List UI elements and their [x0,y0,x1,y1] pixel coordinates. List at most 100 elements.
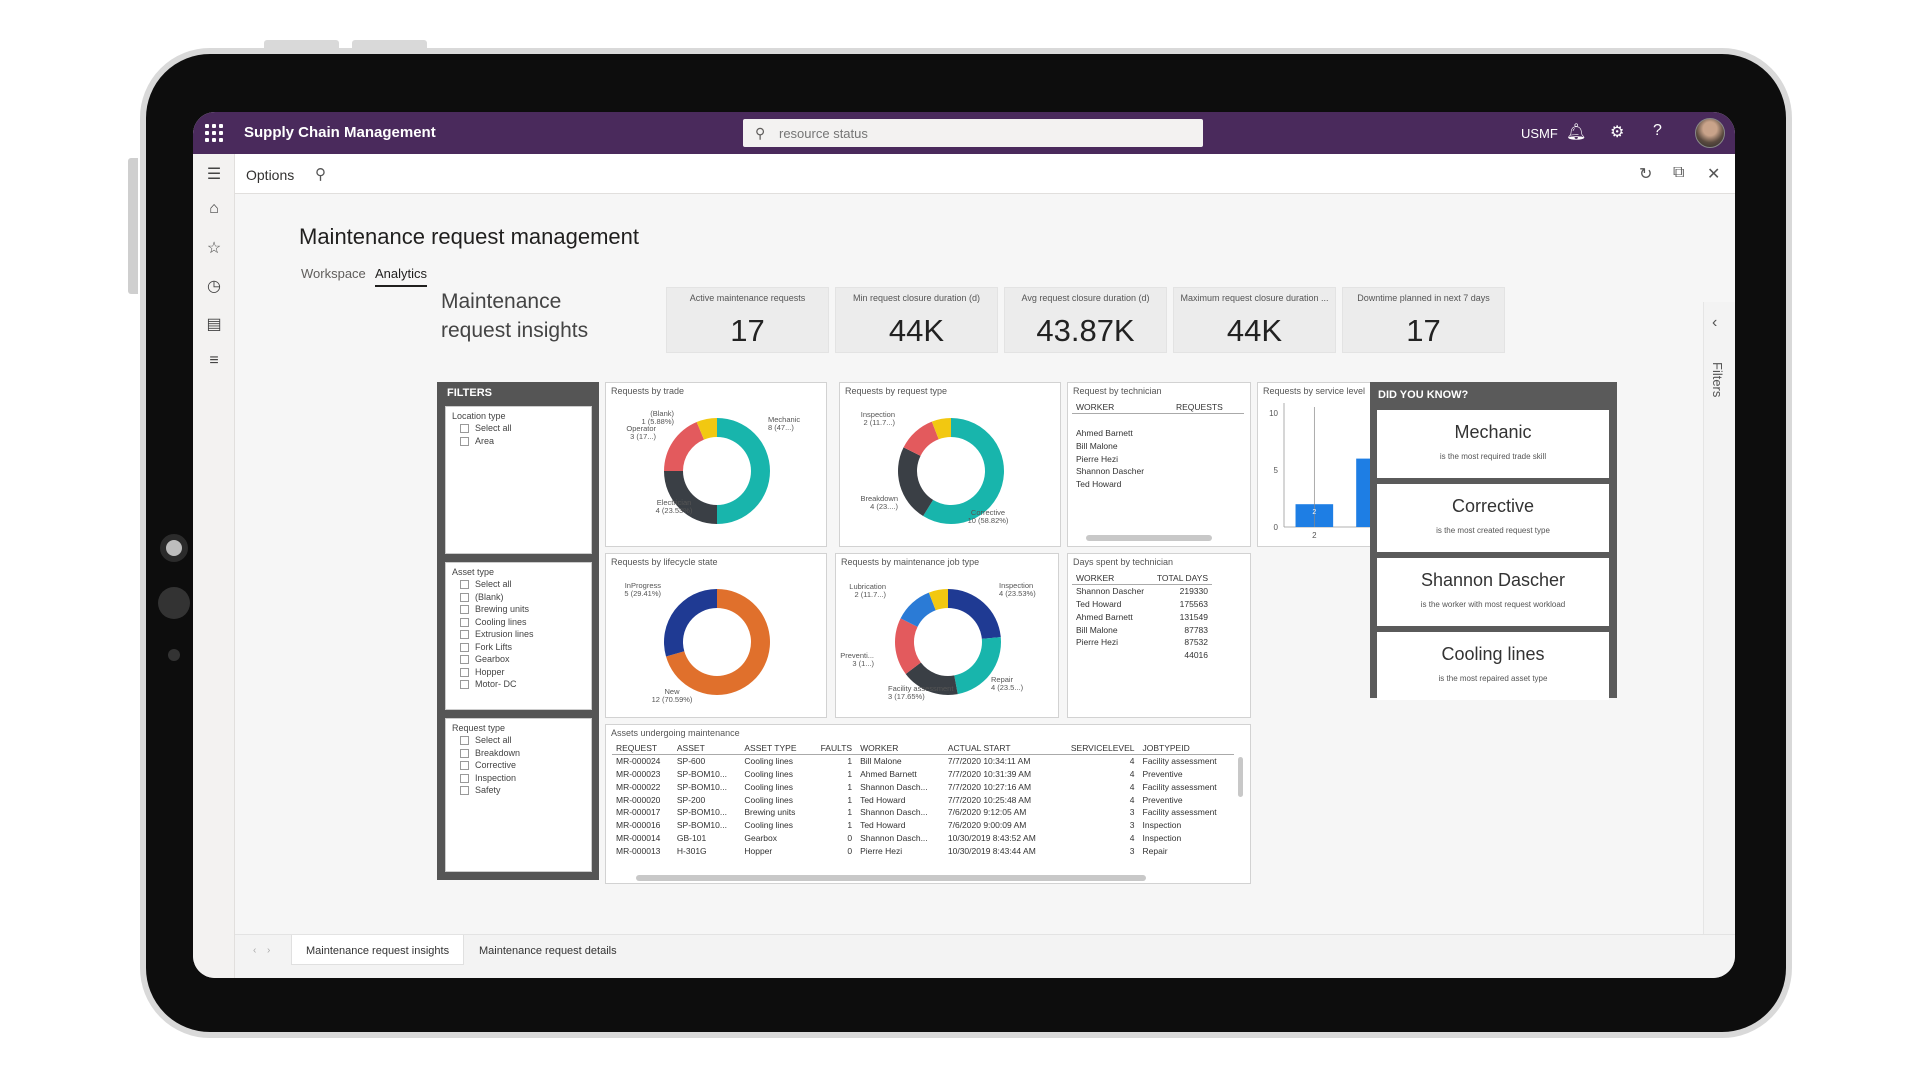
checkbox[interactable] [460,773,469,783]
checkbox[interactable] [460,580,469,589]
donut-slice-electrician[interactable] [664,471,717,524]
slicer-option[interactable]: Select all [460,579,591,590]
donut-slice-mechanic[interactable] [717,418,770,524]
column-header[interactable]: FAULTS [810,742,857,756]
star-icon[interactable]: ☆ [206,240,222,257]
app-title[interactable]: Supply Chain Management [244,124,436,141]
checkbox[interactable] [460,680,469,689]
checkbox[interactable] [460,630,469,639]
table-row[interactable]: MR-000013 H-301G Hopper 0 Pierre Hezi 10/30/2… [612,844,1234,857]
table-row[interactable]: Pierre Hezi [1076,453,1119,464]
table-row[interactable]: MR-000014 GB-101 Gearbox 0 Shannon Dasch... 1… [612,832,1234,845]
tab-maintenance-request-details[interactable]: Maintenance request details [479,945,617,957]
checkbox[interactable] [460,605,469,614]
checkbox[interactable] [460,642,469,652]
checkbox[interactable] [460,761,469,770]
options-button[interactable]: Options [246,167,295,183]
donut-slice-inspection[interactable] [903,421,939,456]
chevron-left-icon[interactable]: ‹ [1712,314,1718,331]
table-row[interactable]: MR-000023 SP-BOM10... Cooling lines 1 Ahmed … [612,768,1234,781]
donut-slice-new[interactable] [666,589,770,695]
checkbox[interactable] [460,655,469,664]
help-icon[interactable]: ? [1653,122,1662,139]
chevron-right-icon[interactable]: › [267,945,271,956]
horizontal-scrollbar[interactable] [636,875,1146,881]
checkbox[interactable] [460,617,469,627]
column-header[interactable]: ASSET TYPE [740,742,811,756]
checkbox[interactable] [460,667,469,677]
search-icon[interactable]: ⚲ [315,166,326,183]
slicer-option[interactable]: (Blank) [460,592,591,603]
donut-slice-inprogress[interactable] [664,589,717,657]
slicer-option[interactable]: Select all [460,423,591,434]
vertical-scrollbar[interactable] [1238,757,1243,797]
slicer-option[interactable]: Extrusion lines [460,629,591,640]
slicer-option[interactable]: Cooling lines [460,617,591,628]
app-launcher-icon[interactable] [205,124,223,142]
donut-slice-inspection[interactable] [948,589,1001,639]
column-header[interactable]: REQUEST [612,742,673,756]
table-row[interactable]: MR-000022 SP-BOM10... Cooling lines 1 Shanno… [612,780,1234,793]
table-row[interactable]: MR-000024 SP-600 Cooling lines 1 Bill Malone… [612,755,1234,768]
chevron-left-icon[interactable]: ‹ [253,945,257,956]
home-icon[interactable]: ⌂ [209,200,219,217]
checkbox[interactable] [460,424,469,433]
table-row[interactable]: MR-000017 SP-BOM10... Brewing units 1 Shanno… [612,806,1234,819]
company-selector[interactable]: USMF [1521,126,1558,141]
table-row[interactable]: Bill Malone [1076,440,1118,451]
donut-slice-corrective[interactable] [923,418,1004,524]
slicer-option[interactable]: Corrective [460,760,591,771]
modules-list-icon[interactable]: ≡ [209,352,219,369]
open-new-window-icon[interactable]: ⧉ [1673,164,1685,181]
table-row[interactable]: Ahmed Barnett 131549 [1076,611,1208,622]
hamburger-menu-icon[interactable]: ☰ [206,166,222,183]
column-header[interactable]: SERVICELEVEL [1055,742,1139,756]
column-header[interactable]: WORKER [1072,401,1172,415]
slicer-option[interactable]: Select all [460,735,591,746]
column-header[interactable]: ASSET [672,742,741,756]
table-row[interactable]: MR-000016 SP-BOM10... Cooling lines 1 Ted Ho… [612,819,1234,832]
table-row[interactable]: MR-000020 SP-200 Cooling lines 1 Ted Howard 7… [612,793,1234,806]
workspaces-icon[interactable]: ▤ [206,316,222,333]
slicer-option[interactable]: Motor- DC [460,679,591,690]
checkbox[interactable] [460,436,469,446]
refresh-icon[interactable]: ↻ [1639,166,1653,183]
donut-slice-safety[interactable] [931,418,951,440]
slicer-option[interactable]: Safety [460,785,591,796]
slicer-option[interactable]: Hopper [460,667,591,678]
column-header[interactable]: JOBTYPEID [1138,742,1234,756]
table-row[interactable]: Shannon Dascher [1076,466,1145,477]
global-search[interactable]: ⚲ [743,119,1203,147]
donut-slice-other[interactable] [928,589,948,611]
table-row[interactable]: Shannon Dascher 219330 [1076,586,1208,597]
column-header[interactable]: TOTAL DAYS [1150,572,1212,586]
slicer-option[interactable]: Breakdown [460,748,591,759]
slicer-option[interactable]: Inspection [460,773,591,784]
donut-slice-operator[interactable] [664,422,704,471]
clock-icon[interactable]: ◷ [207,278,221,295]
table-row[interactable]: Ted Howard [1076,479,1122,490]
donut-slice-lubrication[interactable] [900,592,936,627]
column-header[interactable]: WORKER [1072,572,1151,586]
table-row[interactable]: Ted Howard 175563 [1076,598,1208,609]
filters-pane-toggle[interactable]: Filters [1710,362,1725,398]
gear-icon[interactable]: ⚙ [1610,124,1625,141]
donut-slice-breakdown[interactable] [898,447,934,517]
table-row[interactable]: Bill Malone 87783 [1076,624,1208,635]
column-header[interactable]: REQUESTS [1171,401,1244,415]
slicer-option[interactable]: Fork Lifts [460,642,591,653]
slicer-option[interactable]: Gearbox [460,654,591,665]
close-icon[interactable]: ✕ [1707,166,1721,183]
slicer-option[interactable]: Brewing units [460,604,591,615]
horizontal-scrollbar[interactable] [1086,535,1212,541]
donut-slice-preventive[interactable] [895,618,921,674]
checkbox[interactable] [460,592,469,602]
table-row[interactable]: Pierre Hezi 87532 [1076,637,1208,648]
tab-maintenance-request-insights[interactable]: Maintenance request insights [291,935,465,965]
tab-workspace[interactable]: Workspace [301,266,366,281]
donut-slice-facility-assessment[interactable] [905,662,958,695]
donut-slice-repair[interactable] [954,637,1001,695]
tab-analytics[interactable]: Analytics [375,266,428,287]
column-header[interactable]: ACTUAL START [943,742,1056,756]
avatar[interactable] [1695,118,1725,148]
